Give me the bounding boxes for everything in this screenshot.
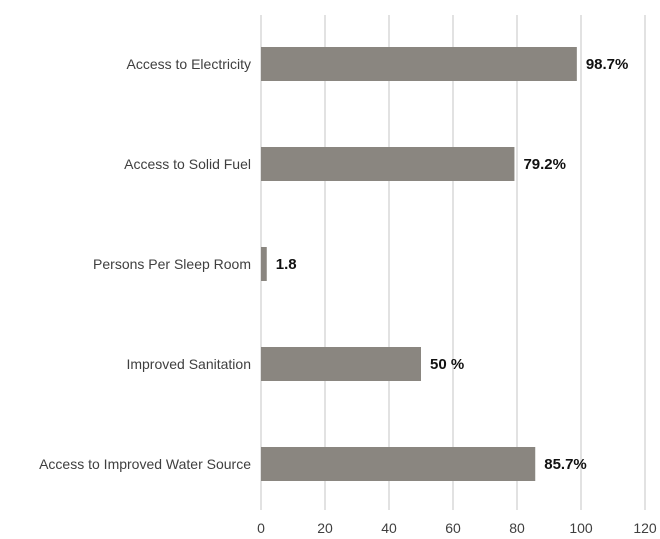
data-label: 79.2%	[523, 156, 566, 173]
bars	[261, 47, 577, 481]
bar	[261, 147, 515, 181]
data-label: 98.7%	[586, 56, 629, 73]
bar	[261, 347, 421, 381]
x-tick-label: 100	[569, 520, 593, 536]
x-tick-label: 60	[445, 520, 461, 536]
category-labels: Access to Electricity Access to Solid Fue…	[39, 56, 251, 472]
x-tick-label: 80	[509, 520, 525, 536]
data-label: 1.8	[276, 256, 297, 273]
x-tick-label: 20	[317, 520, 333, 536]
x-axis-tick-labels: 0 20 40 60 80 100 120	[257, 520, 657, 536]
category-label: Improved Sanitation	[126, 356, 251, 372]
category-label: Access to Improved Water Source	[39, 456, 251, 472]
data-label: 85.7%	[544, 456, 587, 473]
data-labels: 98.7% 79.2% 1.8 50 % 85.7%	[276, 56, 629, 473]
gridlines	[260, 15, 646, 510]
category-label: Access to Electricity	[127, 56, 251, 72]
x-tick-label: 40	[381, 520, 397, 536]
x-tick-label: 0	[257, 520, 265, 536]
x-tick-label: 120	[633, 520, 657, 536]
category-label: Persons Per Sleep Room	[93, 256, 251, 272]
bar	[261, 247, 267, 281]
bar	[261, 447, 536, 481]
bar	[261, 47, 577, 81]
data-label: 50 %	[430, 356, 464, 373]
category-label: Access to Solid Fuel	[124, 156, 251, 172]
